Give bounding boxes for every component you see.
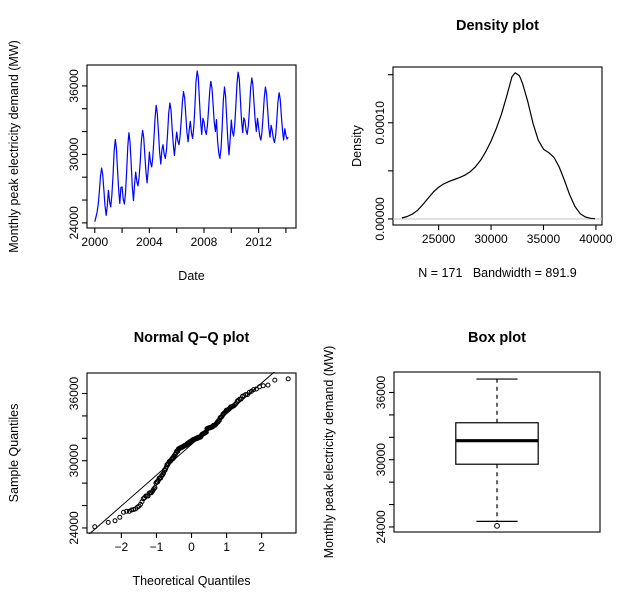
qq-reference-line: [88, 372, 275, 534]
qq-sample-point: [232, 402, 238, 408]
density-y-tick-label: 0.00010: [373, 101, 387, 145]
density-plot: 25000 30000 35000 40000 0.00000 0.00010 Densit…: [350, 18, 613, 280]
qq-x-tick-label: 0: [188, 540, 195, 554]
qq-sample-point: [260, 383, 266, 389]
qq-sample-point: [117, 514, 123, 520]
boxplot-iqr-box: [455, 422, 539, 465]
density-density-curve: [401, 72, 595, 220]
timeseries-plot-box: [86, 64, 297, 229]
qq-sample-point: [92, 524, 98, 530]
timeseries-y-tick-label: 30000: [67, 137, 81, 171]
timeseries-x-tick-label: 2008: [191, 235, 218, 249]
qq-x-tick-label: 1: [223, 540, 230, 554]
density-plot-box: [392, 66, 603, 226]
qq-plot: −2 −1 0 1 2 24000 30000 36000 Normal Q−Q plot The…: [7, 330, 297, 588]
qq-x-tick-label: −2: [115, 540, 129, 554]
density-x-tick-label: 40000: [579, 232, 613, 246]
qq-sample-point: [105, 519, 111, 525]
boxplot-y-tick-label: 30000: [374, 443, 388, 477]
qq-y-tick-label: 36000: [67, 376, 81, 410]
timeseries-x-tick-label: 2012: [245, 235, 272, 249]
boxplot-outlier-point: [494, 522, 500, 529]
timeseries-plot: 2000 2004 2008 2012 24000 30000 36000 Date Month…: [7, 40, 297, 283]
qq-sample-point: [265, 382, 271, 388]
box-plot: 24000 30000 36000 Box plot Monthly peak elec…: [322, 330, 601, 559]
qq-y-tick-label: 24000: [67, 511, 81, 545]
boxplot-y-tick-label: 24000: [374, 510, 388, 544]
qq-sample-point: [112, 518, 118, 524]
boxplot-plot-box: [393, 371, 601, 533]
qq-sample-point: [152, 485, 158, 491]
timeseries-series-line: [94, 70, 289, 222]
qq-sample-point: [145, 493, 151, 499]
qq-y-tick-label: 30000: [67, 444, 81, 478]
qq-sample-point: [243, 392, 249, 398]
qq-x-tick-label: −1: [150, 540, 164, 554]
density-title: Density plot: [456, 18, 539, 34]
qq-sample-point: [124, 508, 130, 514]
qq-sample-point: [285, 376, 291, 382]
timeseries-y-label: Monthly peak electricity demand (MW): [7, 40, 21, 253]
qq-sample-point: [121, 509, 126, 515]
density-x-label: N = 171 Bandwidth = 891.9: [418, 266, 576, 280]
density-y-tick-label: 0.00000: [373, 197, 387, 241]
qq-title: Normal Q−Q plot: [134, 330, 250, 346]
density-x-tick-label: 25000: [422, 232, 456, 246]
timeseries-x-tick-label: 2004: [136, 235, 163, 249]
qq-sample-point: [272, 377, 278, 383]
qq-x-label: Theoretical Quantiles: [132, 574, 250, 588]
boxplot-title: Box plot: [468, 330, 526, 346]
timeseries-x-label: Date: [178, 269, 204, 283]
boxplot-y-label: Monthly peak electricity demand (MW): [322, 346, 336, 559]
qq-sample-point: [151, 486, 157, 492]
boxplot-y-tick-label: 36000: [374, 375, 388, 409]
timeseries-y-tick-label: 36000: [67, 69, 81, 103]
density-y-label: Density: [350, 124, 364, 166]
timeseries-y-tick-label: 24000: [67, 206, 81, 240]
density-x-tick-label: 35000: [527, 232, 561, 246]
qq-sample-point: [139, 499, 145, 505]
density-x-tick-label: 30000: [474, 232, 508, 246]
qq-sample-point: [251, 387, 257, 393]
timeseries-x-tick-label: 2000: [81, 235, 108, 249]
qq-x-tick-label: 2: [258, 540, 265, 554]
qq-y-label: Sample Quantiles: [7, 404, 21, 503]
